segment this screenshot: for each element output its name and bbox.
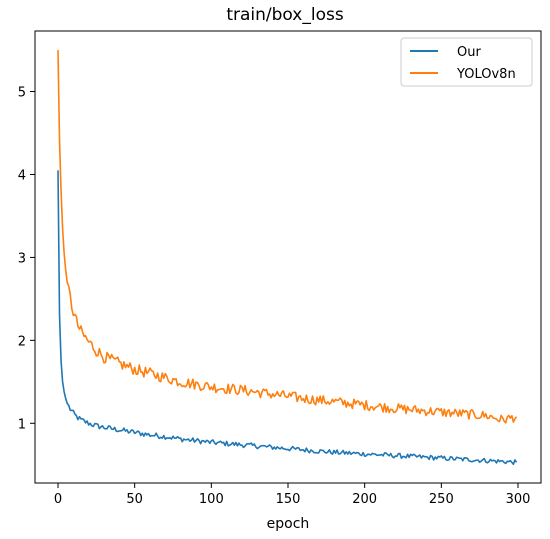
y-tick-label: 1 (18, 417, 26, 432)
series-line-our (57, 170, 518, 466)
legend-label-yolov8n: YOLOv8n (456, 67, 516, 82)
x-tick-label: 200 (352, 492, 377, 507)
x-tick-label: 0 (54, 492, 62, 507)
x-tick-label: 150 (276, 492, 301, 507)
y-tick-label: 3 (18, 251, 26, 266)
series-layer (57, 50, 518, 466)
x-tick-label: 300 (506, 492, 531, 507)
legend: Our YOLOv8n (400, 37, 533, 87)
x-axis-title: epoch (267, 516, 310, 532)
y-tick-label: 2 (18, 334, 26, 349)
series-line-yolov8n (57, 50, 518, 424)
chart-title: train/box_loss (226, 5, 344, 25)
plot-frame (34, 30, 542, 484)
x-tick-label: 250 (429, 492, 454, 507)
y-tick-label: 4 (18, 168, 26, 183)
tick-layer: 0 50 100 150 200 250 300 1 2 3 4 5 (18, 86, 531, 507)
x-tick-label: 100 (199, 492, 224, 507)
y-tick-label: 5 (18, 86, 26, 101)
legend-label-our: Our (457, 45, 481, 60)
x-tick-label: 50 (126, 492, 143, 507)
